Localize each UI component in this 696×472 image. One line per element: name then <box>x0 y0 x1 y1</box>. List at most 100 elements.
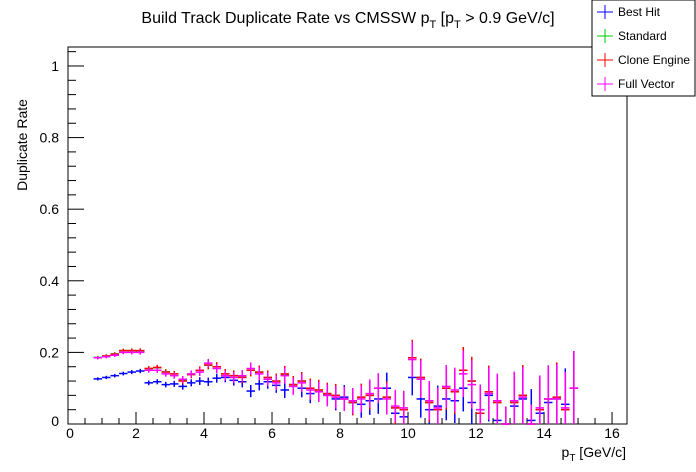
data-point <box>476 384 485 424</box>
data-point <box>357 385 366 413</box>
data-point <box>374 373 383 404</box>
data-point <box>527 404 536 425</box>
data-point <box>144 380 154 386</box>
data-point <box>433 387 443 424</box>
x-tick-label: 4 <box>200 425 208 441</box>
data-point <box>408 341 417 378</box>
data-point <box>416 360 426 399</box>
data-point <box>246 384 256 398</box>
data-point <box>127 350 137 355</box>
data-point <box>178 375 188 383</box>
data-point <box>450 367 460 413</box>
data-point <box>314 381 324 402</box>
data-point <box>493 373 502 424</box>
data-point <box>127 370 137 375</box>
data-point <box>102 355 111 359</box>
x-tick-label: 14 <box>536 425 552 441</box>
data-point <box>297 373 307 392</box>
x-tick-label: 0 <box>66 425 74 441</box>
data-point <box>110 353 120 357</box>
data-point <box>510 371 519 424</box>
data-point <box>382 383 392 415</box>
legend-label: Standard <box>618 29 667 43</box>
data-point <box>170 380 179 387</box>
data-point <box>170 372 179 379</box>
y-tick-label: 0.8 <box>40 130 60 146</box>
y-tick-label: 0 <box>51 413 59 429</box>
legend: Best Hit Standard Clone Engine Full Vector <box>591 0 696 97</box>
data-point <box>153 379 162 385</box>
data-point <box>544 365 553 424</box>
data-point <box>561 371 570 424</box>
x-tick-label: 12 <box>468 425 484 441</box>
data-point <box>187 379 196 387</box>
data-point <box>289 377 298 395</box>
data-point <box>229 372 239 383</box>
data-point <box>348 387 358 414</box>
x-tick-label: 2 <box>132 425 140 441</box>
data-point <box>119 350 128 355</box>
x-axis-label: pT [GeV/c] <box>562 444 626 464</box>
data-point <box>153 367 162 373</box>
data-point <box>212 373 222 383</box>
data-points <box>93 339 579 425</box>
data-point <box>255 367 264 381</box>
data-point <box>119 371 128 376</box>
data-point <box>535 375 545 424</box>
data-point <box>212 363 222 374</box>
data-point <box>442 365 451 408</box>
x-tick-label: 8 <box>336 425 344 441</box>
data-point <box>110 373 120 378</box>
data-point <box>425 381 434 421</box>
legend-label: Full Vector <box>618 77 675 91</box>
data-point <box>331 385 341 409</box>
data-point <box>136 368 145 374</box>
data-point <box>467 360 477 409</box>
legend-box <box>591 0 696 97</box>
data-point <box>552 364 562 424</box>
data-point <box>204 358 213 368</box>
axes-ticks: 0 2 4 6 8 10 12 14 16 0 0.2 0.4 0.6 0.8 1 <box>40 51 620 441</box>
data-point <box>459 350 468 398</box>
y-tick-label: 0.6 <box>40 201 60 217</box>
data-point <box>161 371 171 377</box>
data-point <box>195 377 205 385</box>
data-point <box>93 356 103 360</box>
data-point <box>246 362 256 375</box>
data-point <box>136 350 145 355</box>
data-point <box>365 379 375 408</box>
y-tick-label: 0.2 <box>40 344 60 360</box>
legend-entry: Standard <box>597 29 667 43</box>
data-point <box>280 367 290 384</box>
data-point <box>272 375 281 391</box>
legend-label: Clone Engine <box>618 53 690 67</box>
x-tick-label: 6 <box>268 425 276 441</box>
data-point <box>280 382 290 398</box>
x-tick-label: 10 <box>400 425 416 441</box>
data-point <box>187 370 196 378</box>
legend-label: Best Hit <box>618 5 661 19</box>
data-point <box>102 375 111 380</box>
y-tick-label: 0.4 <box>40 273 60 289</box>
data-point <box>161 381 171 388</box>
data-point <box>93 377 103 381</box>
data-point <box>306 380 315 400</box>
data-point <box>399 390 409 424</box>
data-point <box>501 406 511 425</box>
series-full-vector <box>93 341 579 425</box>
y-axis-label: Duplicate Rate <box>14 99 30 191</box>
data-point <box>569 351 579 424</box>
data-point <box>204 377 213 386</box>
data-point <box>144 367 154 373</box>
data-point <box>518 366 528 424</box>
data-point <box>391 389 400 423</box>
x-tick-label: 16 <box>604 425 620 441</box>
data-point <box>323 384 332 407</box>
data-point <box>195 368 205 376</box>
legend-entry: Full Vector <box>597 77 675 91</box>
legend-entry: Clone Engine <box>597 53 690 67</box>
data-point <box>263 372 273 387</box>
y-tick-label: 1 <box>51 58 59 74</box>
data-point <box>340 386 349 412</box>
